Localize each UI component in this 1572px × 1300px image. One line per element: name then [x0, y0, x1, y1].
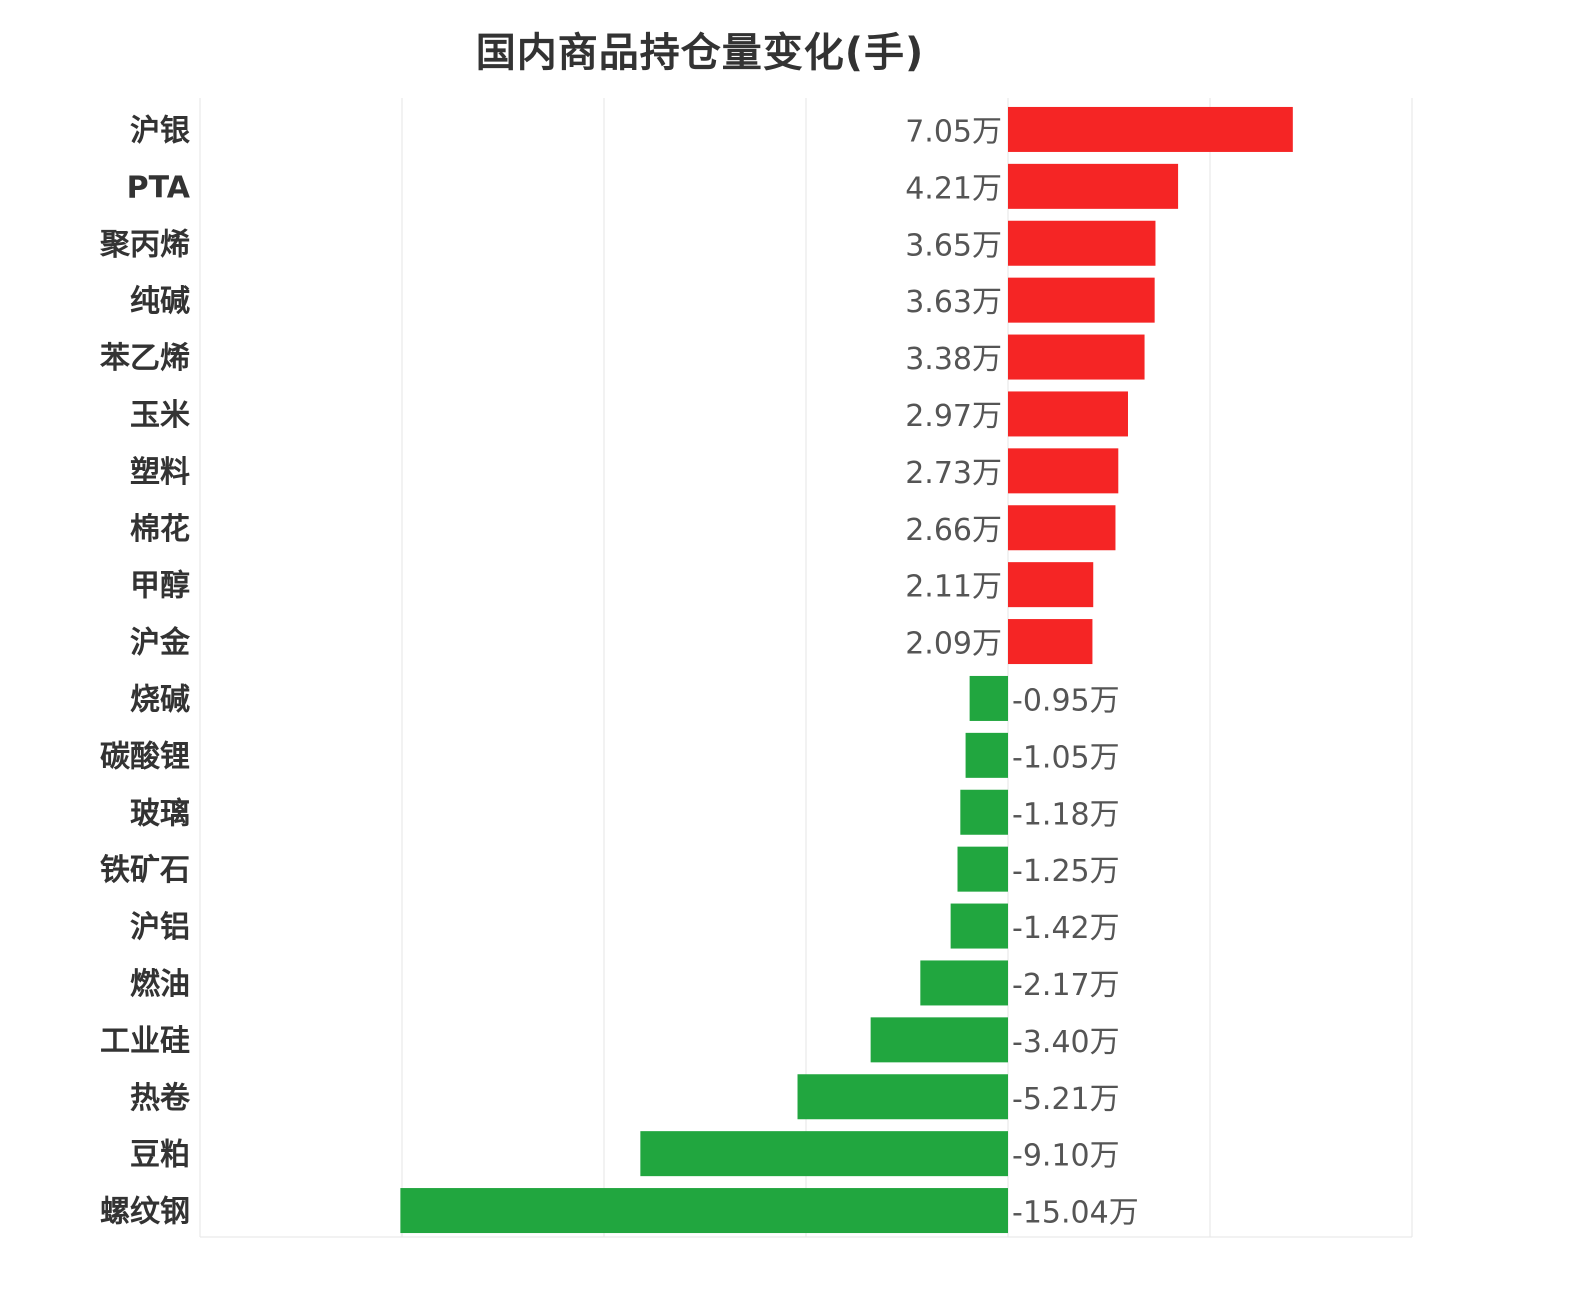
category-label: 沪银	[130, 113, 190, 148]
category-label: 豆粕	[130, 1138, 190, 1173]
category-label: 玻璃	[130, 796, 190, 831]
category-label: 纯碱	[130, 284, 190, 319]
bar-negative	[969, 675, 1008, 721]
category-label: 聚丙烯	[99, 227, 190, 262]
category-label: 棉花	[130, 512, 190, 547]
category-label: PTA	[127, 170, 191, 205]
value-label: 2.66万	[905, 513, 1002, 548]
bar-positive	[1008, 106, 1293, 152]
bar-negative	[920, 960, 1008, 1006]
bar-positive	[1008, 391, 1128, 437]
value-label: -1.05万	[1012, 740, 1120, 775]
bar-positive	[1008, 619, 1093, 665]
bar-negative	[797, 1074, 1008, 1120]
category-label: 沪铝	[130, 910, 190, 945]
category-label: 沪金	[130, 626, 191, 661]
category-label: 铁矿石	[100, 853, 190, 888]
category-label: 碳酸锂	[100, 739, 190, 774]
bar-negative	[957, 846, 1008, 892]
value-label: 3.38万	[905, 342, 1002, 377]
category-label: 螺纹钢	[100, 1195, 190, 1230]
category-label: 玉米	[130, 398, 190, 433]
bar-negative	[870, 1017, 1008, 1063]
bar-negative	[965, 732, 1008, 778]
category-label: 甲醇	[130, 569, 190, 604]
bar-positive	[1008, 277, 1155, 323]
bar-positive	[1008, 334, 1145, 380]
value-label: 2.97万	[905, 399, 1002, 434]
value-label: 2.73万	[905, 456, 1002, 491]
value-label: -1.25万	[1012, 854, 1120, 889]
category-label: 烧碱	[130, 682, 190, 717]
bar-positive	[1008, 163, 1179, 209]
bar-positive	[1008, 562, 1094, 608]
value-label: -0.95万	[1012, 683, 1120, 718]
value-label: 2.09万	[905, 627, 1002, 662]
bar-negative	[400, 1188, 1008, 1234]
bar-negative	[950, 903, 1008, 949]
bar-positive	[1008, 220, 1156, 266]
value-label: -15.04万	[1012, 1196, 1139, 1231]
value-label: -1.18万	[1012, 797, 1120, 832]
category-label: 热卷	[130, 1081, 191, 1116]
value-label: -3.40万	[1012, 1025, 1120, 1060]
value-label: 2.11万	[905, 570, 1002, 605]
bar-negative	[640, 1131, 1008, 1177]
bar-positive	[1008, 505, 1116, 551]
value-label: 3.65万	[905, 228, 1002, 263]
value-label: -2.17万	[1012, 968, 1120, 1003]
category-label: 燃油	[130, 967, 190, 1002]
value-label: 4.21万	[905, 171, 1002, 206]
chart-title: 国内商品持仓量变化(手)	[475, 30, 925, 76]
bar-negative	[960, 789, 1008, 835]
category-label: 工业硅	[100, 1024, 190, 1059]
value-label: -9.10万	[1012, 1139, 1120, 1174]
category-label: 苯乙烯	[100, 341, 190, 376]
value-label: -1.42万	[1012, 911, 1120, 946]
value-label: -5.21万	[1012, 1082, 1120, 1117]
category-label: 塑料	[130, 455, 190, 490]
value-label: 7.05万	[905, 114, 1002, 149]
bar-positive	[1008, 448, 1119, 494]
value-label: 3.63万	[905, 285, 1002, 320]
